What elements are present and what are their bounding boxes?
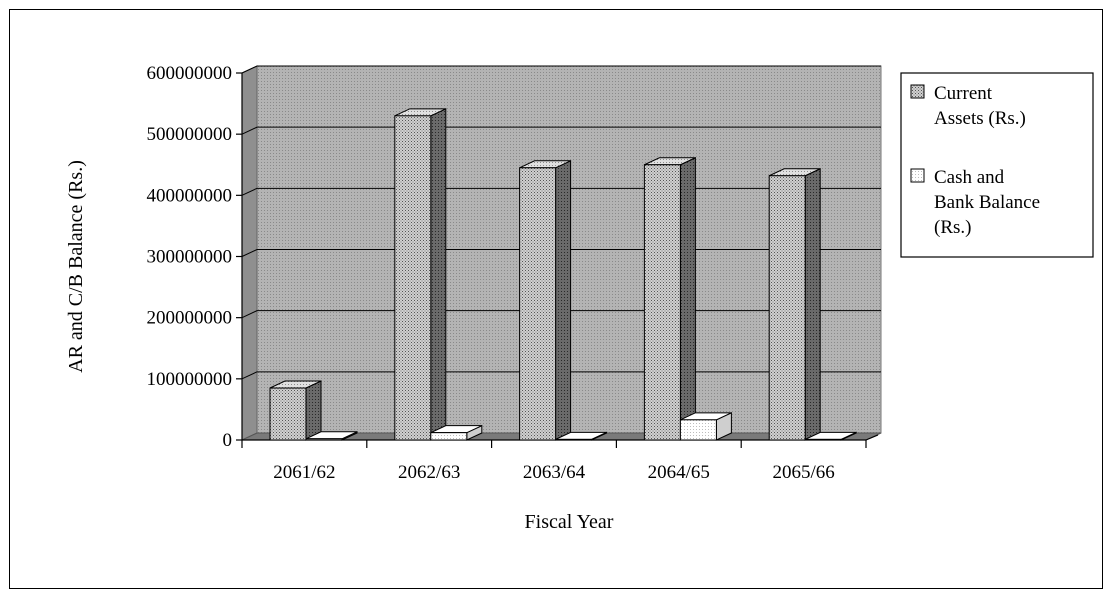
bar-s1-2065/66 (768, 175, 806, 441)
y-axis-title: AR and C/B Balance (Rs.) (65, 160, 87, 373)
x-tick-label: 2064/65 (648, 462, 710, 483)
bar-s2-2064/65 (679, 419, 717, 441)
bar-s1-2061/62 (269, 387, 307, 441)
bar-side-s1-2064/65 (679, 156, 696, 441)
bar-side-s1-2062/63 (430, 108, 447, 441)
legend-label-2: Bank Balance (934, 192, 1040, 213)
legend-box (900, 72, 1094, 258)
legend-swatch-1 (910, 84, 925, 99)
legend-label-1: Current (934, 83, 993, 104)
gridline (241, 126, 881, 135)
x-tick-label: 2065/66 (772, 462, 834, 483)
bar-s1-2063/64 (519, 167, 557, 441)
y-tick-label: 600000000 (147, 63, 233, 84)
y-tick-label: 500000000 (147, 124, 233, 145)
legend-swatch-2 (910, 168, 925, 183)
y-tick-label: 0 (223, 430, 233, 451)
y-tick-label: 400000000 (147, 185, 233, 206)
bar-s2-2065/66 (804, 438, 842, 441)
x-tick-label: 2061/62 (273, 462, 335, 483)
x-tick-label: 2062/63 (398, 462, 460, 483)
gridline (241, 65, 881, 74)
bar-s2-2061/62 (305, 438, 343, 441)
labels: 0 100000000 200000000 300000000 400000000 500… (65, 63, 835, 533)
legend: Current Assets (Rs.) Cash and Bank Balance (… (900, 72, 1094, 258)
x-tick-label: 2063/64 (523, 462, 586, 483)
legend-label-1: Assets (Rs.) (934, 108, 1026, 129)
legend-label-2: (Rs.) (934, 217, 971, 238)
x-axis-end (865, 434, 879, 441)
y-tick-label: 100000000 (147, 369, 233, 390)
bar-s1-2062/63 (394, 115, 432, 441)
bar-s2-2062/63 (430, 432, 468, 441)
bar-s2-2063/64 (555, 438, 593, 441)
y-tick-label: 300000000 (147, 247, 233, 268)
bar-side-s1-2063/64 (555, 160, 572, 441)
bar-side-s1-2061/62 (305, 380, 322, 441)
bar-s1-2064/65 (643, 164, 681, 441)
legend-label-2: Cash and (934, 167, 1005, 188)
bars (269, 108, 857, 441)
y-tick-label: 200000000 (147, 308, 233, 329)
x-axis-title: Fiscal Year (525, 511, 614, 533)
bar-side-s1-2065/66 (804, 167, 821, 441)
